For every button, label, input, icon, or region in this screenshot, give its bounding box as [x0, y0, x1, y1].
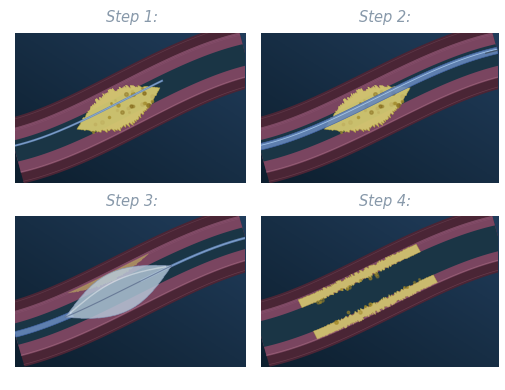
- Polygon shape: [12, 227, 248, 345]
- Text: Step 3:: Step 3:: [106, 194, 157, 209]
- Polygon shape: [313, 275, 437, 339]
- Polygon shape: [65, 265, 171, 319]
- Polygon shape: [9, 33, 251, 173]
- Polygon shape: [254, 216, 503, 356]
- Polygon shape: [7, 22, 254, 183]
- Polygon shape: [258, 47, 497, 150]
- Polygon shape: [324, 85, 410, 132]
- Text: Step 4:: Step 4:: [358, 194, 410, 209]
- Polygon shape: [257, 44, 500, 161]
- Polygon shape: [257, 225, 501, 347]
- Polygon shape: [251, 206, 505, 367]
- Text: Step 1:: Step 1:: [106, 11, 157, 25]
- Polygon shape: [14, 312, 73, 337]
- Polygon shape: [254, 33, 503, 173]
- Polygon shape: [77, 85, 160, 132]
- Polygon shape: [297, 244, 420, 308]
- Polygon shape: [6, 206, 254, 367]
- Text: Step 2:: Step 2:: [358, 11, 410, 25]
- Polygon shape: [12, 44, 248, 161]
- Polygon shape: [251, 22, 505, 183]
- Polygon shape: [67, 253, 149, 293]
- Polygon shape: [9, 216, 251, 356]
